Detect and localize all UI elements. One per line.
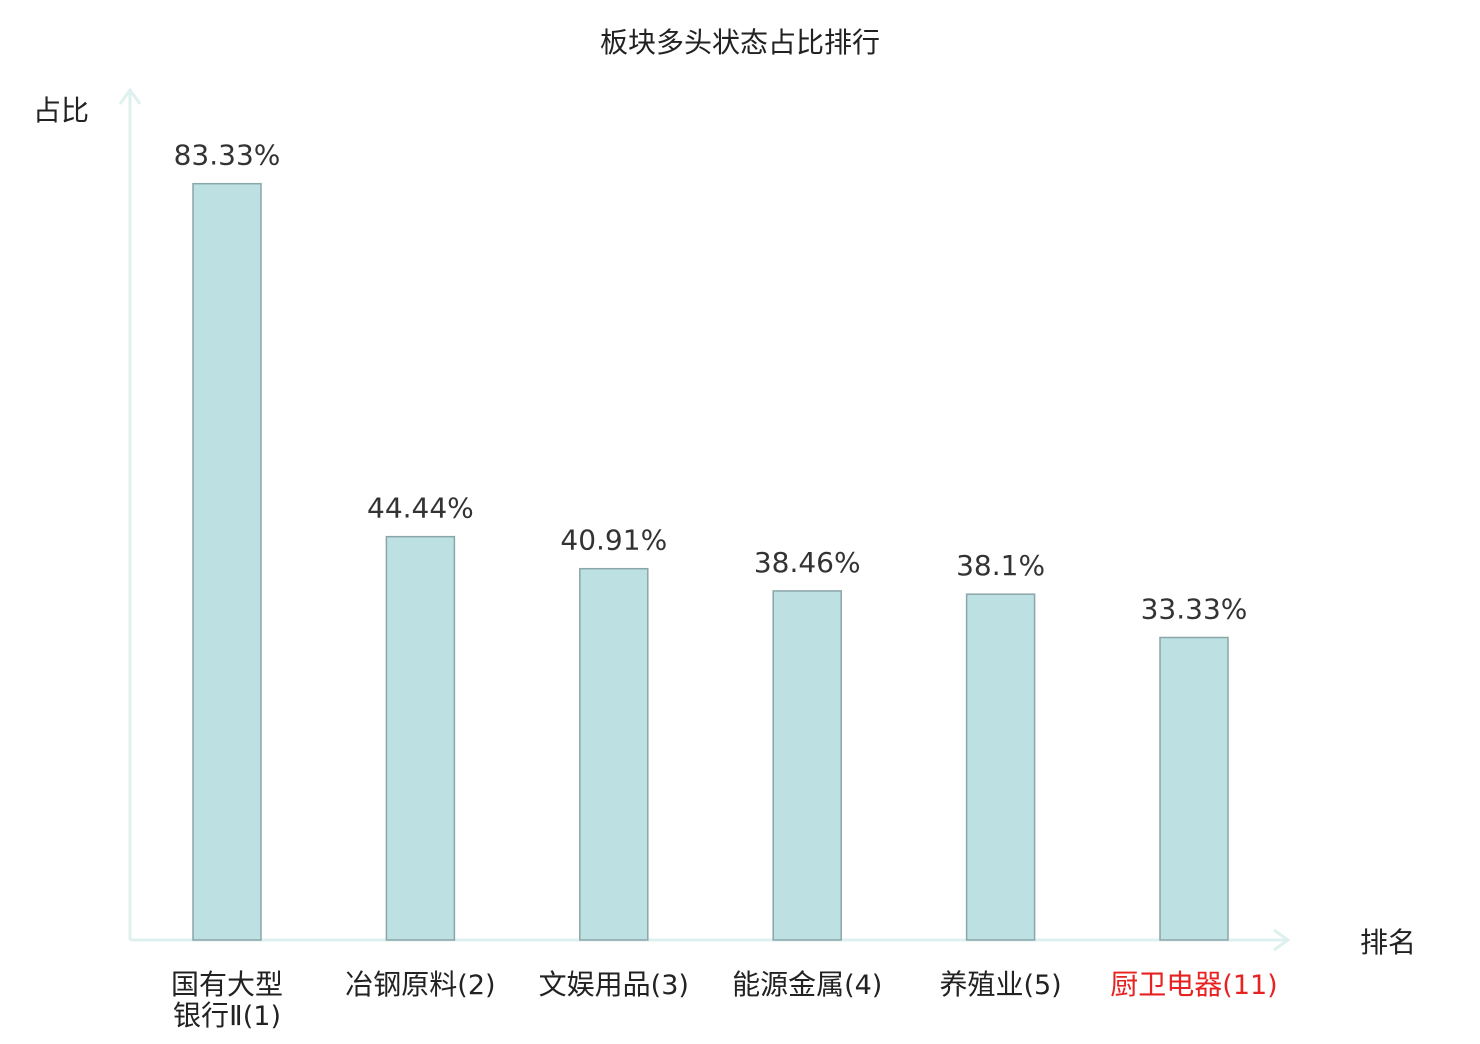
value-label: 44.44% [367,492,474,525]
bar [385,535,456,941]
category-label: 厨卫电器(11) [1110,968,1277,1001]
y-axis-label: 占比 [33,94,89,127]
value-labels-group: 83.33% 44.44% 40.91% 38.46% 38.1% 33.33% [174,139,1248,626]
y-axis-arrow-icon [118,87,142,105]
bar [192,182,262,941]
category-label: 银行Ⅱ(1) [173,999,281,1032]
bar [772,590,842,941]
category-rank: (11) [1222,970,1277,1001]
category-rank: (1) [243,1001,281,1032]
category-label: 养殖业(5) [939,968,1061,1001]
bar [1159,636,1229,941]
category-label: 文娱用品(3) [539,968,689,1001]
category-label: 国有大型 [171,968,283,1001]
category-rank: (4) [844,970,882,1001]
bar [965,593,1036,941]
value-label: 83.33% [174,139,281,172]
value-label: 38.46% [754,546,861,579]
bar [579,567,649,941]
category-rank: (2) [457,970,495,1001]
value-label: 38.1% [956,549,1045,582]
category-rank: (3) [651,970,689,1001]
axes [118,87,1291,952]
category-label: 能源金属(4) [732,968,882,1001]
x-axis-arrow-icon [1273,928,1291,952]
category-rank: (5) [1023,970,1061,1001]
chart-title: 板块多头状态占比排行 [600,26,880,59]
value-label: 33.33% [1141,592,1248,625]
category-label: 冶钢原料(2) [345,968,495,1001]
value-label: 40.91% [560,524,667,557]
x-axis-label: 排名 [1360,926,1416,959]
bars-group [192,182,1229,941]
